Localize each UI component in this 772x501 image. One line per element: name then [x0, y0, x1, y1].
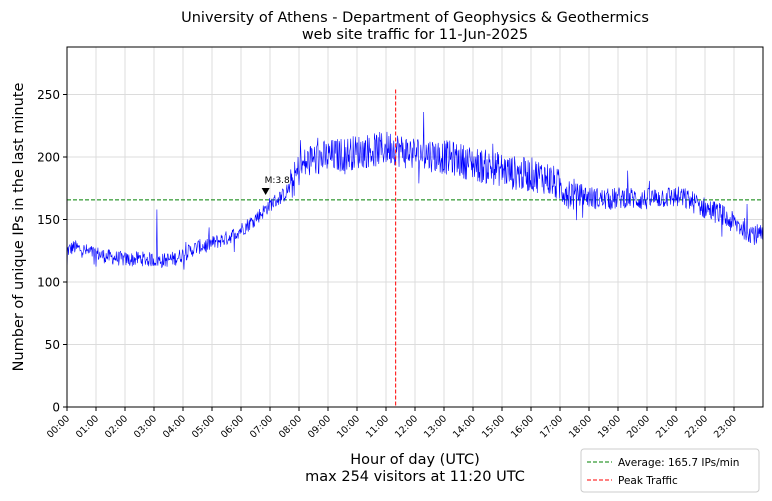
x-tick-label: 12:00	[393, 413, 420, 440]
legend: Average: 165.7 IPs/min Peak Traffic	[580, 448, 760, 493]
x-tick-label: 14:00	[451, 413, 478, 440]
x-tick-label: 11:00	[364, 413, 391, 440]
y-tick-label: 250	[37, 88, 60, 102]
y-tick-label: 50	[45, 338, 60, 352]
x-tick-label: 13:00	[422, 413, 449, 440]
y-tick-label: 0	[52, 401, 60, 415]
legend-average-label: Average: 165.7 IPs/min	[618, 457, 739, 469]
x-tick-label: 15:00	[480, 413, 507, 440]
x-tick-label: 05:00	[190, 413, 217, 440]
legend-peak-label: Peak Traffic	[618, 475, 678, 487]
x-tick-label: 09:00	[306, 413, 333, 440]
y-axis-ticks: 0 50 100 150 200 250	[37, 88, 67, 415]
x-tick-label: 19:00	[596, 413, 623, 440]
x-axis-ticks: 00:00 01:00 02:00 03:00 04:00 05:00 06:00 07:00…	[45, 407, 739, 440]
x-tick-label: 22:00	[683, 413, 710, 440]
x-tick-label: 03:00	[132, 413, 159, 440]
x-tick-label: 07:00	[248, 413, 275, 440]
marker-triangle	[261, 188, 270, 195]
grid-lines	[66, 47, 763, 408]
x-tick-label: 16:00	[509, 413, 536, 440]
x-tick-label: 00:00	[45, 413, 72, 440]
chart-title: University of Athens - Department of Geo…	[181, 10, 649, 26]
x-tick-label: 08:00	[277, 413, 304, 440]
series-line	[66, 112, 764, 279]
chart-subtitle: web site traffic for 11-Jun-2025	[302, 27, 528, 43]
x-axis-label: Hour of day (UTC)	[350, 452, 479, 468]
y-tick-label: 150	[37, 213, 60, 227]
y-tick-label: 100	[37, 276, 60, 290]
marker-group: M:3.8	[261, 176, 290, 195]
x-tick-label: 04:00	[161, 413, 188, 440]
x-tick-label: 06:00	[219, 413, 246, 440]
x-tick-label: 01:00	[74, 413, 101, 440]
y-tick-label: 200	[37, 151, 60, 165]
x-tick-label: 02:00	[103, 413, 130, 440]
legend-box	[580, 448, 760, 493]
x-tick-label: 21:00	[654, 413, 681, 440]
y-axis-label: Number of unique IPs in the last minute	[11, 83, 27, 372]
x-tick-label: 17:00	[538, 413, 565, 440]
x-tick-label: 18:00	[567, 413, 594, 440]
x-tick-label: 10:00	[335, 413, 362, 440]
x-tick-label: 20:00	[625, 413, 652, 440]
x-tick-label: 23:00	[712, 413, 739, 440]
x-axis-sublabel: max 254 visitors at 11:20 UTC	[305, 469, 525, 485]
marker-label: M:3.8	[265, 176, 290, 186]
series-group	[66, 112, 764, 279]
